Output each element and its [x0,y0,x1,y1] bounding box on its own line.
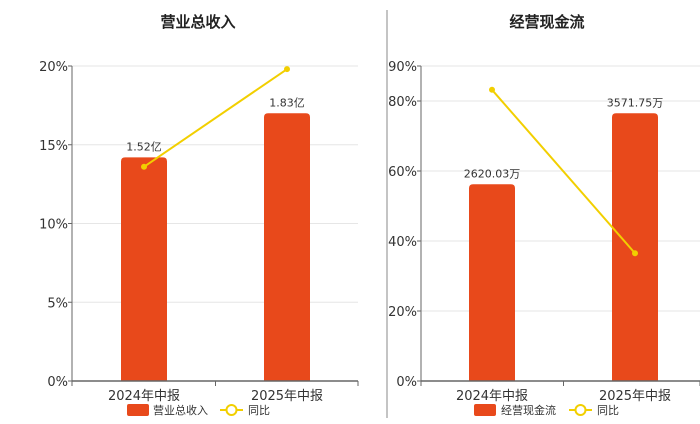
yoy-line-path [491,89,636,254]
revenue-y-ticks: 0% 5% 10% 15% 20% [39,60,73,390]
revenue-legend[interactable]: 营业总收入 同比 [127,403,270,417]
bar-data-label: 3571.75万 [607,96,664,109]
x-tick-label: 2025年中报 [599,389,671,404]
revenue-grid [72,65,358,303]
revenue-bars: 1.52亿 1.83亿 [121,96,310,381]
legend-label-yoy: 同比 [248,404,270,417]
cashflow-chart-title: 经营现金流 [509,13,584,31]
x-tick-label: 2024年中报 [108,389,180,404]
bar-cashflow-0[interactable] [469,184,515,381]
legend-swatch-cashflow [474,404,496,416]
y-tick-label: 60% [388,165,417,180]
x-tick-label: 2024年中报 [456,389,528,404]
bar-data-label: 1.52亿 [126,140,162,153]
revenue-x-axis: 2024年中报 2025年中报 [71,380,359,404]
cashflow-yoy-line [489,86,638,257]
cashflow-legend[interactable]: 经营现金流 同比 [474,403,619,417]
bar-cashflow-1[interactable] [612,113,658,381]
yoy-point-1[interactable] [284,66,290,73]
yoy-point-0[interactable] [141,163,147,170]
bar-data-label: 2620.03万 [464,167,521,180]
cashflow-chart: 经营现金流 0% 20% 40% 60% 80% 90% 2620.03万 3571.75万… [388,13,700,417]
revenue-chart-title: 营业总收入 [160,13,235,31]
bar-revenue-1[interactable] [264,113,310,381]
legend-label-cashflow: 经营现金流 [501,403,556,417]
y-tick-label: 80% [388,95,417,110]
cashflow-y-ticks: 0% 20% 40% 60% 80% 90% [388,60,422,390]
legend-marker-yoy [225,404,238,416]
x-tick-label: 2025年中报 [251,389,323,404]
revenue-yoy-line [141,66,290,170]
legend-label-yoy: 同比 [597,404,619,417]
legend-swatch-revenue [127,404,149,416]
yoy-point-1[interactable] [632,250,638,257]
y-tick-label: 40% [388,235,417,250]
y-tick-label: 90% [388,60,417,75]
y-tick-label: 0% [396,375,417,390]
bar-revenue-0[interactable] [121,157,167,381]
y-tick-label: 20% [388,305,417,320]
legend-label-revenue: 营业总收入 [153,403,208,417]
y-tick-label: 15% [39,139,68,154]
cashflow-x-axis: 2024年中报 2025年中报 [420,380,700,404]
bar-data-label: 1.83亿 [269,96,305,109]
y-tick-label: 10% [39,218,68,233]
cashflow-bars: 2620.03万 3571.75万 [464,96,664,381]
y-tick-label: 0% [47,375,68,390]
legend-marker-yoy [574,404,587,416]
yoy-line-path [143,68,288,168]
y-tick-label: 5% [47,296,68,311]
y-tick-label: 20% [39,60,68,75]
yoy-point-0[interactable] [489,86,495,93]
